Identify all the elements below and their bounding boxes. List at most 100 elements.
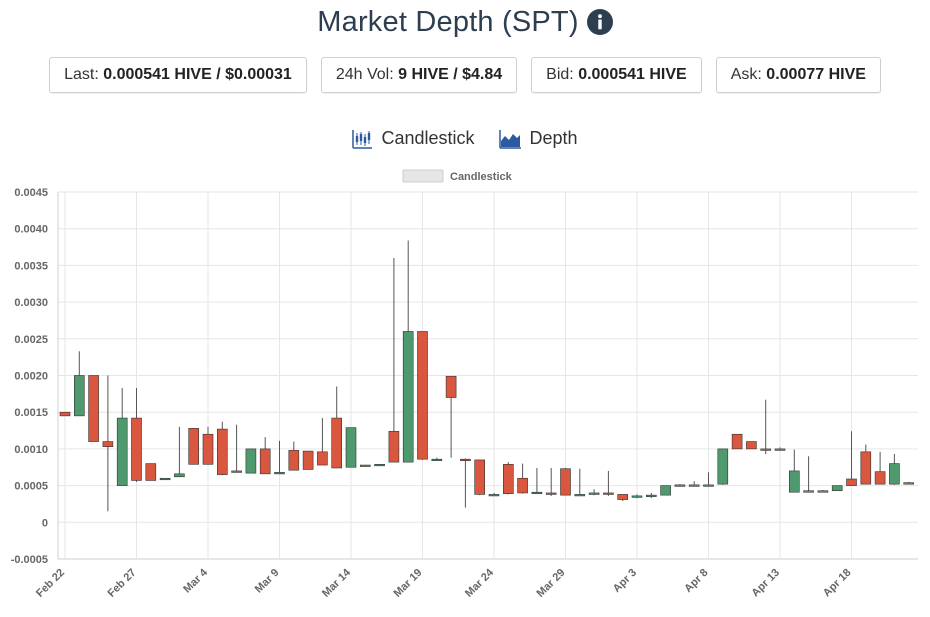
candle[interactable] <box>545 467 557 496</box>
candle[interactable] <box>131 387 142 482</box>
x-tick-label: Mar 29 <box>534 567 567 600</box>
candle[interactable] <box>717 448 729 485</box>
candle[interactable] <box>445 375 457 458</box>
candle[interactable] <box>674 484 686 487</box>
candle-body-up <box>817 490 829 493</box>
candle-body-down <box>131 417 142 481</box>
candle-body-up <box>74 375 85 417</box>
candle-body-down <box>460 458 471 461</box>
candle[interactable] <box>74 351 85 417</box>
candle[interactable] <box>788 449 800 493</box>
candle[interactable] <box>345 427 357 468</box>
candle-body-down <box>145 463 157 481</box>
candle[interactable] <box>889 454 900 485</box>
candle[interactable] <box>831 485 843 492</box>
candle-body-up <box>245 448 257 474</box>
depth-mode-label: Depth <box>529 128 578 148</box>
candle[interactable] <box>159 477 171 481</box>
y-tick-label: 0 <box>42 517 48 529</box>
candle[interactable] <box>331 386 343 469</box>
candle-body-down <box>746 441 757 450</box>
candle[interactable] <box>846 431 857 486</box>
candle-body-up <box>402 331 414 463</box>
candle[interactable] <box>517 463 528 494</box>
candle[interactable] <box>245 448 257 474</box>
candle[interactable] <box>703 472 714 487</box>
candle-body-up <box>645 494 657 497</box>
candle[interactable] <box>259 437 271 475</box>
candle[interactable] <box>617 494 629 502</box>
stat-volume-label: 24h Vol: <box>335 66 394 83</box>
candle[interactable] <box>59 411 71 417</box>
candle[interactable] <box>188 428 199 465</box>
candle[interactable] <box>317 418 328 466</box>
candle[interactable] <box>803 456 814 493</box>
candle[interactable] <box>174 426 185 478</box>
candle[interactable] <box>302 450 314 470</box>
candle[interactable] <box>660 485 671 496</box>
candle[interactable] <box>574 468 586 497</box>
candle[interactable] <box>531 467 543 495</box>
candle-body-up <box>588 492 600 495</box>
y-tick-label: 0.0005 <box>14 481 48 493</box>
candle[interactable] <box>374 464 385 467</box>
candle[interactable] <box>474 459 486 496</box>
candle[interactable] <box>603 470 614 496</box>
candle[interactable] <box>217 421 228 476</box>
candle[interactable] <box>116 387 128 486</box>
candle[interactable] <box>402 240 414 463</box>
y-tick-label: 0.0015 <box>14 407 48 419</box>
candle[interactable] <box>688 481 700 487</box>
candle[interactable] <box>288 441 300 471</box>
candle[interactable] <box>145 463 157 481</box>
candle-body-up <box>674 484 686 487</box>
candle[interactable] <box>731 433 743 450</box>
candle[interactable] <box>431 457 443 461</box>
candle[interactable] <box>645 492 657 499</box>
candle[interactable] <box>460 458 471 508</box>
candle-body-down <box>202 433 214 465</box>
candle-body-up <box>345 427 357 468</box>
y-tick-label: 0.0035 <box>14 260 48 272</box>
chart-legend[interactable]: Candlestick <box>402 169 513 183</box>
candle[interactable] <box>488 492 500 497</box>
candle[interactable] <box>746 441 757 450</box>
candle-body-up <box>374 464 385 467</box>
candle[interactable] <box>588 489 600 496</box>
candlestick-chart-icon <box>352 129 373 149</box>
candle[interactable] <box>760 399 772 455</box>
candle[interactable] <box>903 481 915 485</box>
stat-bid-value: 0.000541 HIVE <box>578 66 687 83</box>
candle-body-down <box>903 482 915 485</box>
candle[interactable] <box>388 258 400 463</box>
candle[interactable] <box>817 490 829 493</box>
page-title: Market Depth (SPT) <box>317 5 579 38</box>
candle[interactable] <box>417 331 428 460</box>
candle[interactable] <box>88 375 99 442</box>
candle[interactable] <box>274 440 285 475</box>
candlestick-mode-button[interactable]: Candlestick <box>352 128 475 149</box>
y-tick-label: 0.0020 <box>14 371 48 383</box>
candle-body-up <box>531 491 543 495</box>
candle[interactable] <box>231 424 242 473</box>
candle[interactable] <box>502 462 514 495</box>
candle[interactable] <box>774 447 786 451</box>
candle[interactable] <box>102 375 114 512</box>
candle-body-up <box>631 495 643 498</box>
candle[interactable] <box>874 451 886 485</box>
candle-body-up <box>116 417 128 486</box>
candle-body-down <box>88 375 99 442</box>
candle-body-down <box>846 478 857 486</box>
candle[interactable] <box>560 467 571 496</box>
info-circle-icon[interactable] <box>586 9 613 35</box>
stat-bid-label: Bid: <box>546 66 574 83</box>
candle[interactable] <box>631 494 643 499</box>
legend-label: Candlestick <box>450 171 513 183</box>
candle[interactable] <box>202 426 214 465</box>
x-tick-label: Apr 13 <box>749 567 782 600</box>
area-chart-icon <box>498 129 521 149</box>
candle[interactable] <box>860 444 872 485</box>
candle-body-up <box>889 463 900 485</box>
candle[interactable] <box>359 464 371 467</box>
depth-mode-button[interactable]: Depth <box>498 128 578 149</box>
